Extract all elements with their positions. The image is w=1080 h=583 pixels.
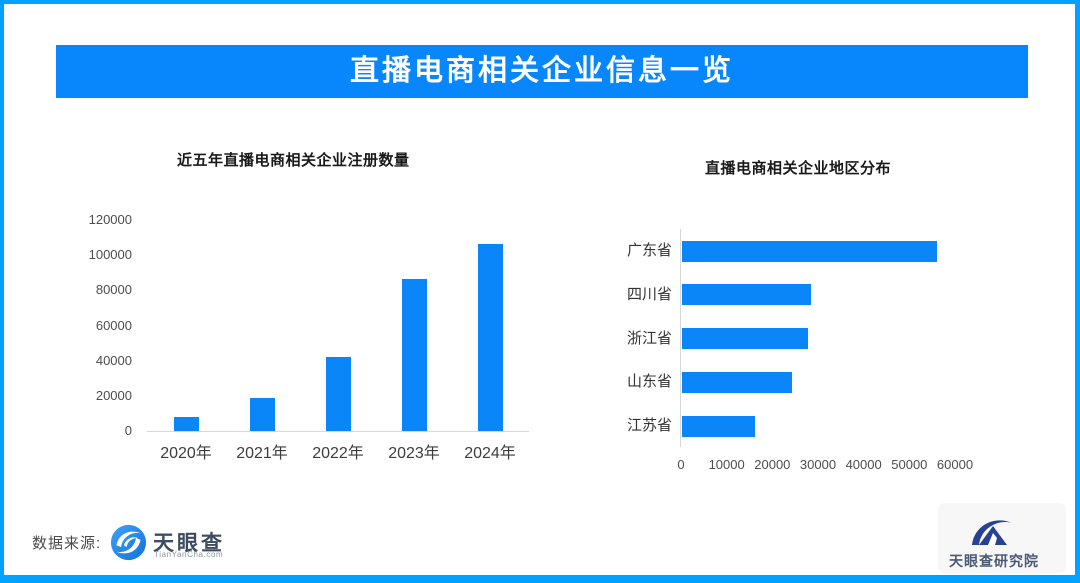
y-axis-category-label: 广东省 xyxy=(626,242,672,259)
y-axis-line xyxy=(680,229,681,447)
y-axis-tick-label: 80000 xyxy=(95,282,132,298)
y-axis-category-label: 浙江省 xyxy=(626,329,672,347)
x-axis-tick-label: 20000 xyxy=(754,457,791,472)
bar-2020年 xyxy=(173,416,199,431)
bar-广东省 xyxy=(682,240,937,262)
x-axis-tick-label: 50000 xyxy=(891,457,928,472)
right-chart-title: 直播电商相关企业地区分布 xyxy=(705,160,892,177)
y-axis-tick-label: 60000 xyxy=(95,317,132,333)
banner: 直播电商相关企业信息一览 xyxy=(56,45,1028,98)
bar-四川省 xyxy=(682,284,811,306)
page-title: 直播电商相关企业信息一览 xyxy=(349,55,734,87)
y-axis-category-label: 山东省 xyxy=(626,373,672,391)
y-axis-category-label: 江苏省 xyxy=(626,417,672,435)
y-axis-tick-label: 100000 xyxy=(88,247,132,263)
y-axis-tick-label: 0 xyxy=(124,423,132,438)
y-axis-tick-label: 120000 xyxy=(88,212,132,227)
x-axis-category-label: 2021年 xyxy=(236,445,288,462)
x-axis-category-label: 2023年 xyxy=(388,445,440,462)
x-axis-category-label: 2022年 xyxy=(312,445,364,462)
tianyancha-logo-text: 天眼查 xyxy=(153,532,225,555)
x-axis-tick-label: 60000 xyxy=(936,457,974,472)
bar-浙江省 xyxy=(682,328,809,350)
x-axis-tick-label: 30000 xyxy=(799,457,837,472)
bar-山东省 xyxy=(682,371,793,393)
x-axis-tick-label: 0 xyxy=(677,457,685,472)
bar-2022年 xyxy=(325,357,351,431)
x-axis-tick-label: 40000 xyxy=(845,457,882,472)
bar-江苏省 xyxy=(682,415,756,437)
y-axis-category-label: 四川省 xyxy=(626,285,672,303)
bar-2023年 xyxy=(401,278,427,431)
left-chart-title: 近五年直播电商相关企业注册数量 xyxy=(177,152,410,169)
tianyancha-logo-url-text: TianYanCha.com xyxy=(154,550,224,559)
x-axis-category-label: 2024年 xyxy=(464,445,516,462)
tianyancha-logo-icon xyxy=(110,524,147,561)
y-axis-tick-label: 20000 xyxy=(95,387,132,403)
watermark-background xyxy=(938,503,1066,573)
x-axis-tick-label: 10000 xyxy=(708,457,745,472)
research-institute-logo-text: 天眼查研究院 xyxy=(949,553,1039,569)
data-source-label: 数据来源: xyxy=(32,535,102,552)
x-axis-line xyxy=(147,431,529,432)
y-axis-tick-label: 40000 xyxy=(95,352,132,368)
bar-2021年 xyxy=(249,397,275,431)
x-axis-category-label: 2020年 xyxy=(160,445,212,462)
research-institute-logo-icon xyxy=(972,520,1012,545)
bar-2024年 xyxy=(477,243,503,431)
